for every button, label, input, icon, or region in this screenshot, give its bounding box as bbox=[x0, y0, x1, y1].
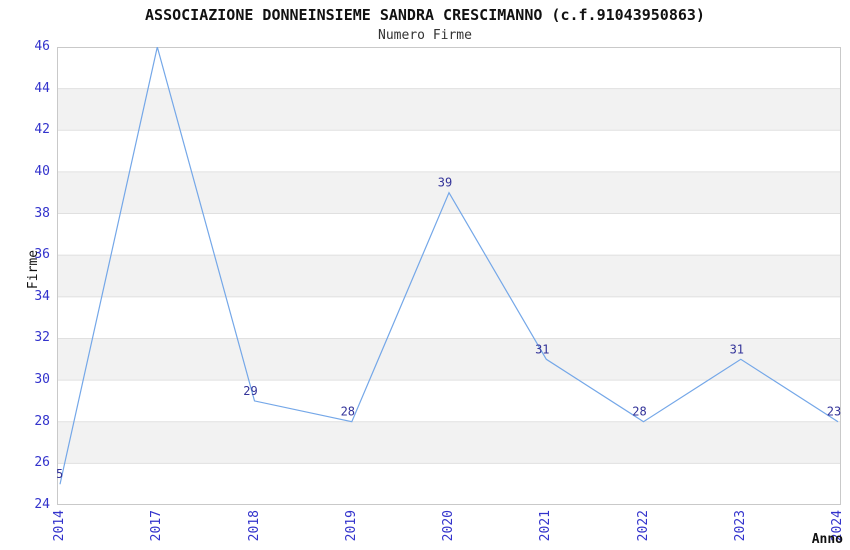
y-tick-label: 32 bbox=[34, 330, 50, 346]
y-tick-label: 44 bbox=[34, 80, 50, 96]
line-chart-canvas: 254629283931283123 bbox=[57, 47, 841, 505]
y-tick-label: 28 bbox=[34, 413, 50, 429]
x-tick-label: 2014 bbox=[52, 510, 67, 542]
grid-band bbox=[57, 255, 841, 297]
data-label: 31 bbox=[730, 342, 744, 356]
plot-frame bbox=[57, 47, 841, 505]
x-tick-label: 2018 bbox=[246, 510, 262, 542]
y-tick-label: 40 bbox=[34, 163, 50, 179]
y-tick-label: 36 bbox=[34, 247, 50, 263]
y-tick-label: 34 bbox=[34, 288, 50, 304]
data-label: 39 bbox=[438, 176, 452, 190]
data-label: 29 bbox=[243, 384, 257, 398]
x-tick-label: 2019 bbox=[343, 510, 359, 542]
x-tick-label: 2022 bbox=[635, 510, 651, 542]
x-tick-label: 2021 bbox=[538, 510, 554, 542]
chart-subtitle: Numero Firme bbox=[378, 28, 472, 43]
data-label: 25 bbox=[57, 467, 63, 481]
x-tick-label: 2017 bbox=[149, 510, 165, 542]
y-tick-label: 38 bbox=[34, 205, 50, 221]
x-tick-label: 2023 bbox=[732, 510, 748, 542]
data-label: 28 bbox=[632, 405, 646, 419]
y-tick-label: 30 bbox=[34, 372, 50, 388]
data-label: 23 bbox=[827, 405, 841, 419]
line-series bbox=[59, 47, 839, 485]
plot-area: 254629283931283123 bbox=[57, 47, 841, 505]
grid-band bbox=[57, 88, 841, 131]
y-tick-label: 26 bbox=[34, 455, 50, 471]
y-tick-label: 42 bbox=[34, 122, 50, 138]
grid-band bbox=[57, 338, 841, 381]
y-tick-label: 24 bbox=[34, 497, 50, 512]
chart-title: ASSOCIAZIONE DONNEINSIEME SANDRA CRESCIM… bbox=[145, 6, 705, 24]
y-tick-label: 46 bbox=[34, 39, 50, 54]
grid-band bbox=[57, 421, 841, 464]
x-axis-title: Anno bbox=[811, 532, 843, 547]
data-label: 28 bbox=[341, 405, 355, 419]
x-tick-label: 2020 bbox=[441, 510, 456, 542]
data-label: 31 bbox=[535, 342, 549, 356]
